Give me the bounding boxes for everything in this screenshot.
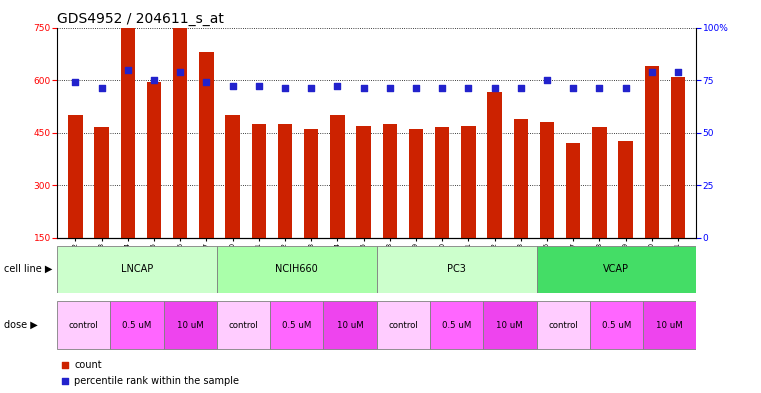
Point	[331, 83, 343, 90]
Bar	[537, 301, 590, 349]
Text: percentile rank within the sample: percentile rank within the sample	[74, 376, 239, 386]
Point	[567, 85, 579, 92]
Text: dose ▶: dose ▶	[4, 320, 37, 330]
Point	[410, 85, 422, 92]
Point	[96, 85, 108, 92]
Point	[436, 85, 448, 92]
Text: 0.5 uM: 0.5 uM	[602, 321, 631, 330]
Text: 10 uM: 10 uM	[336, 321, 364, 330]
Point	[279, 85, 291, 92]
Point	[200, 79, 212, 85]
Bar	[173, 26, 187, 238]
Bar	[377, 301, 430, 349]
Text: control: control	[388, 321, 419, 330]
Text: 10 uM: 10 uM	[177, 321, 204, 330]
Text: GDS4952 / 204611_s_at: GDS4952 / 204611_s_at	[57, 13, 224, 26]
Point	[384, 85, 396, 92]
Text: 0.5 uM: 0.5 uM	[282, 321, 311, 330]
Text: 0.5 uM: 0.5 uM	[123, 321, 151, 330]
Text: 10 uM: 10 uM	[656, 321, 683, 330]
Text: control: control	[228, 321, 259, 330]
Bar	[199, 52, 214, 238]
Bar	[592, 127, 607, 238]
Bar	[217, 301, 270, 349]
Bar	[68, 115, 83, 238]
Bar	[147, 82, 161, 238]
Bar	[590, 301, 643, 349]
Bar	[514, 119, 528, 238]
Point	[59, 378, 71, 384]
Bar	[304, 129, 318, 238]
Bar	[330, 115, 345, 238]
Bar	[430, 301, 483, 349]
Point	[69, 79, 81, 85]
Bar	[356, 126, 371, 238]
Text: VCAP: VCAP	[603, 264, 629, 274]
Bar	[377, 246, 537, 293]
Bar	[537, 246, 696, 293]
Bar	[110, 301, 164, 349]
Bar	[278, 124, 292, 238]
Point	[253, 83, 265, 90]
Point	[594, 85, 606, 92]
Bar	[619, 141, 633, 238]
Point	[514, 85, 527, 92]
Bar	[164, 301, 217, 349]
Bar	[409, 129, 423, 238]
Bar	[461, 126, 476, 238]
Bar	[57, 246, 217, 293]
Point	[358, 85, 370, 92]
Bar	[323, 301, 377, 349]
Bar	[94, 127, 109, 238]
Point	[59, 362, 71, 369]
Point	[541, 77, 553, 83]
Bar	[217, 246, 377, 293]
Bar	[566, 143, 581, 238]
Bar	[270, 301, 323, 349]
Text: LNCAP: LNCAP	[121, 264, 153, 274]
Point	[148, 77, 160, 83]
Bar	[435, 127, 450, 238]
Text: NCIH660: NCIH660	[275, 264, 318, 274]
Bar	[540, 122, 554, 238]
Text: count: count	[74, 360, 102, 371]
Text: cell line ▶: cell line ▶	[4, 264, 53, 274]
Point	[122, 66, 134, 73]
Bar	[670, 77, 685, 238]
Bar	[383, 124, 397, 238]
Point	[174, 68, 186, 75]
Text: 0.5 uM: 0.5 uM	[442, 321, 471, 330]
Bar	[225, 115, 240, 238]
Text: 10 uM: 10 uM	[496, 321, 524, 330]
Text: control: control	[68, 321, 99, 330]
Point	[672, 68, 684, 75]
Bar	[645, 66, 659, 238]
Point	[305, 85, 317, 92]
Bar	[483, 301, 537, 349]
Point	[619, 85, 632, 92]
Point	[227, 83, 239, 90]
Bar	[487, 92, 501, 238]
Text: PC3: PC3	[447, 264, 466, 274]
Bar	[643, 301, 696, 349]
Text: control: control	[548, 321, 578, 330]
Bar	[57, 301, 110, 349]
Point	[462, 85, 474, 92]
Bar	[120, 3, 135, 238]
Bar	[252, 124, 266, 238]
Point	[489, 85, 501, 92]
Point	[645, 68, 658, 75]
